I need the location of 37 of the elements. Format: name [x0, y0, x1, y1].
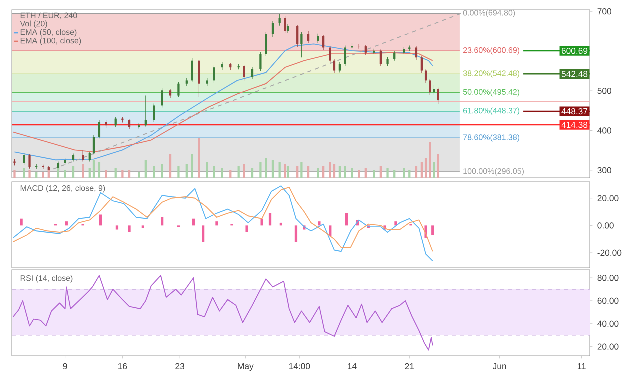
y-tick-label: 700: [598, 8, 612, 15]
chart-title: Vol (20): [20, 20, 48, 28]
x-tick-label: Jun: [492, 363, 506, 370]
ref-line-label: 61.80%(448.37): [464, 108, 520, 116]
y-tick-label: 60.00: [598, 298, 619, 304]
chart-title: ETH / EUR, 240: [20, 12, 78, 20]
y-tick-label: 500: [598, 88, 612, 94]
ref-line-label: 78.60%(381.38): [464, 134, 520, 142]
y-tick-label: 20.00: [598, 344, 619, 350]
ref-line-label: 414.38: [562, 122, 588, 128]
ref-line-label: 50.00%(495.42): [463, 89, 520, 97]
ref-line-label: 100.00%(296.05): [464, 168, 524, 176]
x-tick-label: 21: [405, 363, 414, 370]
chart-title: MACD (12, 26, close, 9): [20, 185, 106, 193]
x-tick-label: 14: [348, 363, 357, 370]
ref-line-label: 600.69: [562, 48, 588, 54]
legend-label: EMA (100, close): [20, 38, 82, 46]
x-tick-label: 11: [578, 363, 586, 370]
ref-line-label: 0.00%(694.80): [463, 10, 516, 18]
y-tick-label: -20.00: [598, 250, 622, 256]
x-tick-label: May: [238, 363, 254, 372]
x-tick-label: 23: [176, 363, 185, 370]
ref-line-label: 542.48: [562, 71, 588, 78]
y-tick-label: 80.00: [598, 274, 619, 282]
y-tick-label: 0.00: [598, 222, 614, 229]
x-tick-label: 14:00: [289, 363, 310, 370]
y-tick-label: 400: [598, 128, 612, 134]
ref-line-label: 38.20%(542.48): [463, 70, 520, 78]
x-tick-label: 16: [118, 363, 128, 370]
y-tick-label: 40.00: [598, 320, 619, 327]
text: RSI (14, close): [20, 275, 73, 283]
x-tick-label: 9: [63, 363, 68, 370]
y-tick-label: 300: [598, 167, 612, 174]
legend-label: EMA (50, close): [20, 29, 77, 37]
y-tick-label: 20.00: [598, 195, 619, 202]
ref-line-label: 448.37: [562, 108, 588, 115]
ref-line-label: 23.60%(600.69): [464, 47, 520, 55]
